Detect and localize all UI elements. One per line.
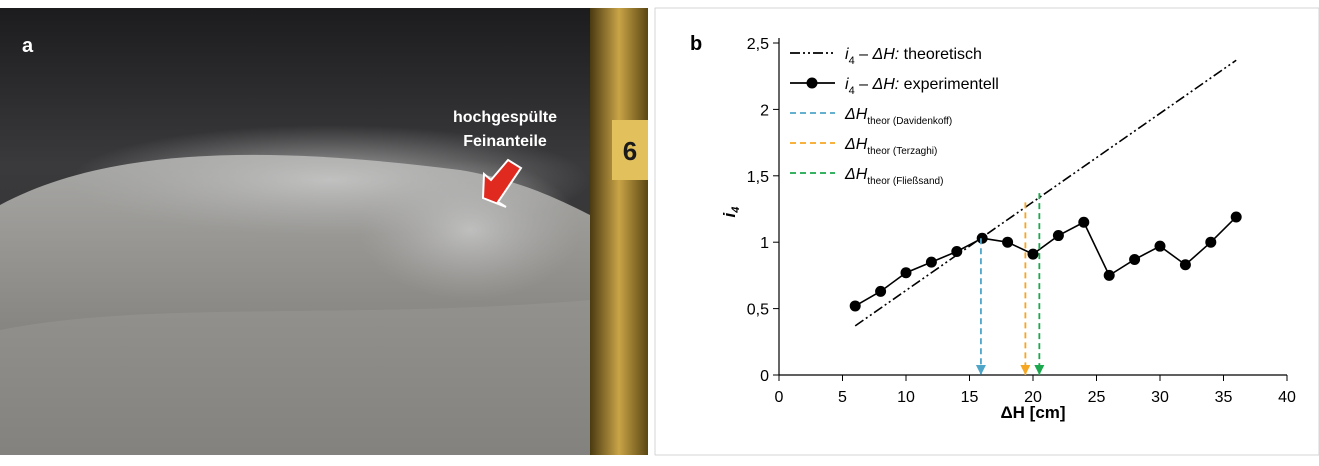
legend-text: – <box>855 76 873 93</box>
legend-text: ΔH <box>844 106 868 123</box>
y-label-sub: 4 <box>730 207 742 214</box>
marker <box>1053 230 1064 241</box>
legend-text: – <box>855 46 873 63</box>
marker <box>1078 217 1089 228</box>
marker <box>1180 259 1191 270</box>
legend-text: ΔH: <box>871 46 899 63</box>
figure: 6 a hochgespülte Feinanteile b0510152025… <box>0 0 1319 461</box>
x-tick-label: 10 <box>897 389 915 406</box>
legend-marker <box>807 78 818 89</box>
x-axis-label: ΔH [cm] <box>1000 403 1065 422</box>
x-tick-label: 15 <box>961 389 979 406</box>
x-tick-label: 30 <box>1151 389 1169 406</box>
marker <box>1231 211 1242 222</box>
annotation: Feinanteile <box>463 133 547 150</box>
x-tick-label: 0 <box>775 389 784 406</box>
marker <box>977 233 988 244</box>
y-tick-label: 1 <box>760 235 769 252</box>
annotation: hochgespülte <box>453 109 557 126</box>
marker <box>1205 237 1216 248</box>
y-tick-label: 0 <box>760 368 769 385</box>
marker <box>1129 254 1140 265</box>
y-tick-label: 2,5 <box>747 36 769 53</box>
legend-text: theor (Terzaghi) <box>867 146 937 157</box>
legend-text: ΔH <box>844 136 868 153</box>
legend-text: experimentell <box>899 76 999 93</box>
panel-label: a <box>22 35 34 57</box>
legend-text: theor (Fließsand) <box>867 176 943 187</box>
marker <box>875 286 886 297</box>
svg-text:6: 6 <box>623 136 637 166</box>
marker <box>901 267 912 278</box>
marker <box>1002 237 1013 248</box>
y-tick-label: 0,5 <box>747 302 769 319</box>
marker <box>926 257 937 268</box>
y-tick-label: 1,5 <box>747 169 769 186</box>
marker <box>951 246 962 257</box>
panel-label: b <box>690 33 702 55</box>
marker <box>1155 241 1166 252</box>
x-tick-label: 25 <box>1088 389 1106 406</box>
marker <box>1028 249 1039 260</box>
x-tick-label: 5 <box>838 389 847 406</box>
photo: 6 a hochgespülte Feinanteile <box>0 8 648 455</box>
x-tick-label: 35 <box>1215 389 1233 406</box>
legend-text: ΔH: <box>871 76 899 93</box>
marker <box>850 300 861 311</box>
marker <box>1104 270 1115 281</box>
legend-text: theoretisch <box>899 46 982 63</box>
x-tick-label: 40 <box>1278 389 1296 406</box>
legend-text: ΔH <box>844 166 868 183</box>
legend-text: theor (Davidenkoff) <box>867 116 952 127</box>
y-tick-label: 2 <box>760 102 769 119</box>
